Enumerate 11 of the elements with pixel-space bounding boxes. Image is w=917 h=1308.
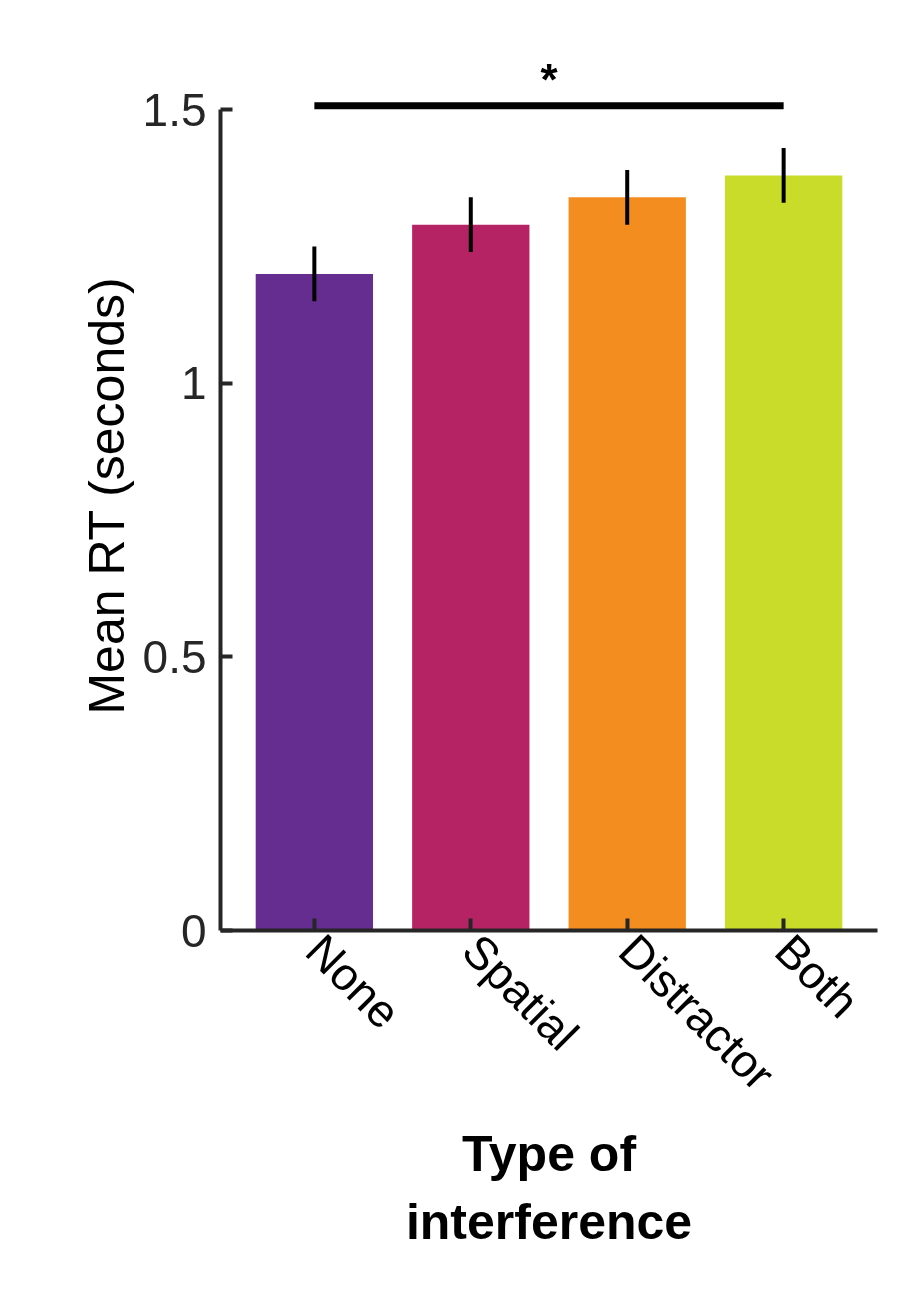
x-axis-title: Type of interference [405, 1126, 693, 1250]
bar [724, 175, 843, 931]
y-tick-label: 1.5 [142, 83, 207, 136]
y-tick-label: 1 [180, 357, 207, 410]
bar [255, 273, 374, 931]
bar [412, 224, 530, 931]
bar [568, 197, 686, 931]
y-axis-title: Mean RT (seconds) [78, 277, 135, 715]
y-tick-label: 0 [180, 904, 207, 957]
y-tick-label: 0.5 [142, 630, 207, 683]
text: * [540, 54, 559, 104]
